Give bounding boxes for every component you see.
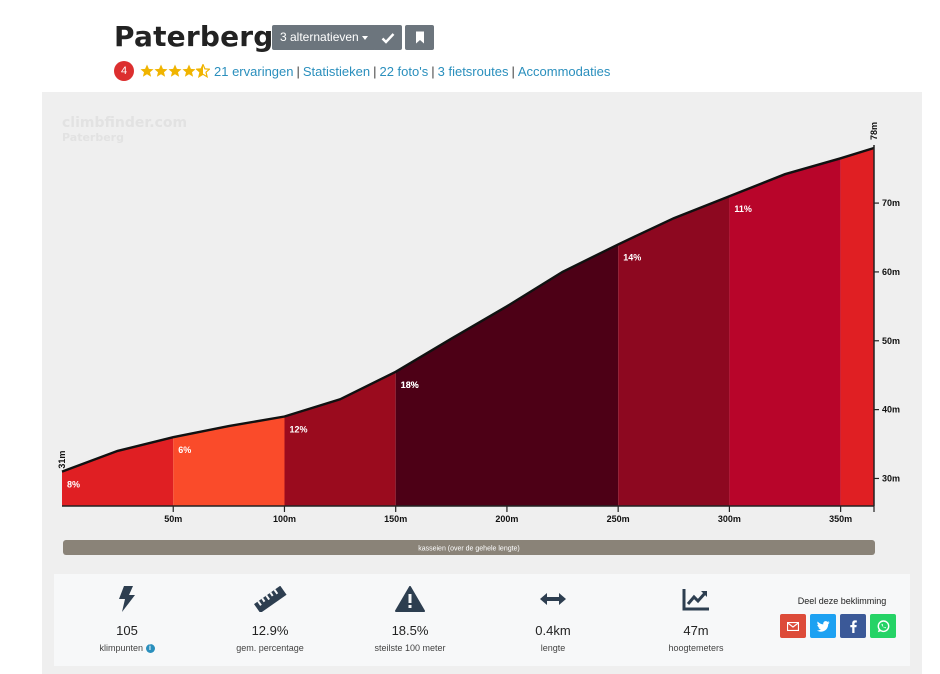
stat-label: lengte (540, 643, 566, 653)
grade-label: 18% (401, 380, 419, 390)
check-button[interactable] (373, 25, 402, 50)
share-title: Deel deze beklimming (797, 596, 887, 606)
elevation-profile-chart: climbfinder.com Paterberg 8% 6% 12% 18% 14% 1… (57, 115, 900, 555)
stat-label: steilste 100 meter (374, 643, 446, 653)
stats-bar: 105 klimpunten i 12.9% gem. percentage 1… (54, 574, 910, 666)
watermark-subtitle: Paterberg (62, 131, 124, 144)
share-whatsapp-button[interactable] (870, 614, 896, 638)
segment-fill (395, 244, 619, 506)
star-half-icon (196, 64, 210, 78)
rank-badge: 4 (114, 61, 134, 81)
rating-stars (140, 64, 210, 78)
warning-icon (395, 586, 425, 612)
x-tick-label: 200m (495, 514, 518, 524)
end-altitude-label: 78m (869, 122, 879, 140)
grade-label: 14% (623, 252, 641, 262)
x-tick-label: 50m (164, 514, 182, 524)
y-tick-label: 60m (882, 267, 900, 277)
profile-outline (61, 146, 875, 473)
caret-down-icon (361, 35, 368, 40)
separator: | (373, 63, 377, 79)
x-tick-label: 350m (829, 514, 852, 524)
grade-label: 6% (178, 445, 191, 455)
check-icon (381, 32, 394, 44)
facebook-icon (849, 619, 857, 633)
stat-value: 12.9% (251, 623, 289, 638)
meta-row: 4 21 ervaringen | Statistieken | 22 foto's… (114, 61, 610, 81)
separator: | (431, 63, 435, 79)
stat-label: hoogtemeters (668, 643, 724, 653)
share-email-button[interactable] (780, 614, 806, 638)
stat-label: klimpunten i (67, 643, 187, 654)
star-icon (154, 64, 168, 77)
bookmark-button[interactable] (405, 25, 434, 50)
x-tick-label: 300m (718, 514, 741, 524)
stat-label-text: klimpunten (99, 643, 143, 653)
y-tick-label: 30m (882, 473, 900, 483)
link-fietsroutes[interactable]: 3 fietsroutes (437, 63, 509, 79)
bolt-icon (119, 586, 135, 612)
grade-label: 12% (290, 425, 308, 435)
twitter-icon (816, 620, 829, 632)
arrows-horizontal-icon (540, 593, 566, 605)
alternatives-label: 3 alternatieven (280, 30, 359, 44)
star-icon (182, 64, 196, 77)
link-ervaringen[interactable]: 21 ervaringen (214, 63, 294, 79)
link-accommodaties[interactable]: Accommodaties (517, 63, 611, 79)
y-tick-label: 40m (882, 405, 900, 415)
y-tick-label: 70m (882, 198, 900, 208)
stat-label: gem. percentage (236, 643, 304, 653)
x-tick-label: 100m (273, 514, 296, 524)
surface-label: kasseien (over de gehele lengte) (418, 546, 520, 553)
chart-line-icon (682, 589, 709, 611)
whatsapp-icon (877, 619, 889, 632)
page-title: Paterberg (114, 20, 274, 53)
segment-fill (284, 371, 396, 506)
stat-value: 18.5% (391, 623, 429, 638)
segment-fill (173, 416, 285, 506)
bookmark-icon (415, 31, 424, 44)
segment-fill (729, 158, 841, 507)
star-icon (140, 64, 154, 77)
grade-label: 11% (734, 204, 752, 214)
envelope-icon (787, 621, 799, 631)
share-twitter-button[interactable] (810, 614, 836, 638)
x-tick-label: 150m (384, 514, 407, 524)
info-icon[interactable]: i (145, 644, 155, 654)
x-tick-label: 250m (607, 514, 630, 524)
y-tick-label: 50m (882, 336, 900, 346)
watermark-brand: climbfinder.com (62, 115, 187, 131)
segment-fill (618, 196, 730, 506)
stat-value: 47m (683, 623, 709, 638)
star-icon (168, 64, 182, 77)
alternatives-dropdown-button[interactable]: 3 alternatieven (272, 25, 376, 50)
ruler-icon (254, 586, 287, 612)
share-facebook-button[interactable] (840, 614, 866, 638)
grade-label: 8% (67, 480, 80, 490)
segment-fill (62, 437, 174, 506)
stat-value: 105 (116, 623, 138, 638)
separator: | (296, 63, 300, 79)
separator: | (511, 63, 515, 79)
stat-value: 0.4km (535, 623, 571, 638)
grade-label: 18% (401, 380, 419, 390)
start-altitude-label: 31m (57, 451, 67, 469)
surface-bar (63, 540, 875, 555)
profile-panel: climbfinder.com Paterberg 8% 6% 12% 18% 14% 1… (42, 92, 922, 674)
link-fotos[interactable]: 22 foto's (379, 63, 429, 79)
segment-fill (840, 148, 874, 506)
link-statistieken[interactable]: Statistieken (302, 63, 371, 79)
